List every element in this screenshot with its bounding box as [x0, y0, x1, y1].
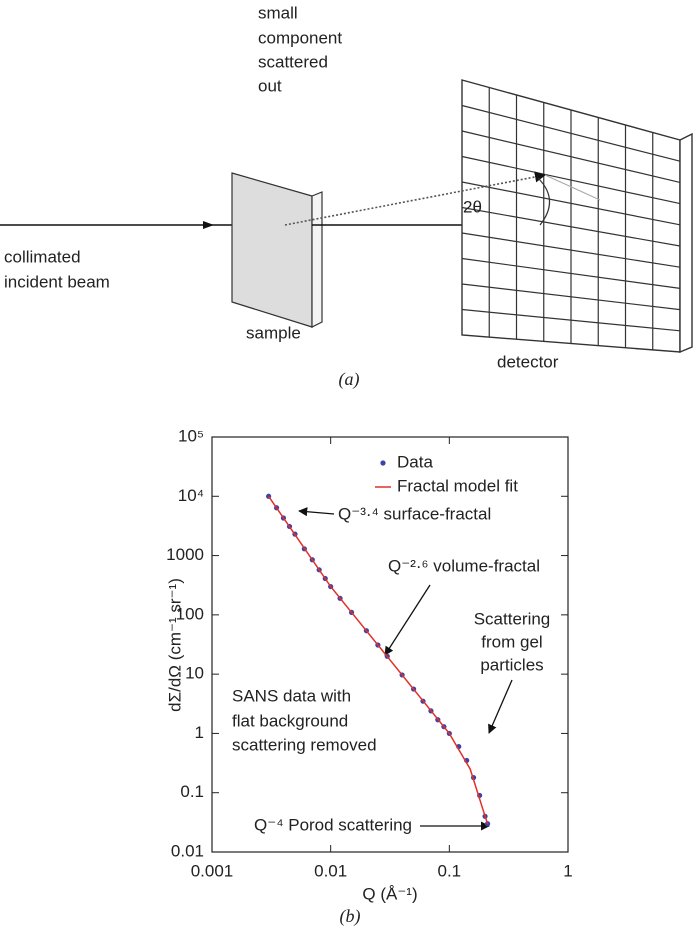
annotation: flat background — [232, 711, 348, 730]
grid-line — [461, 232, 681, 268]
y-tick-label: 1 — [195, 723, 204, 742]
sample-label: sample — [246, 323, 301, 342]
y-axis-label: dΣ/dΩ (cm⁻¹ sr⁻¹) — [165, 578, 184, 712]
legend-label: Data — [397, 452, 433, 471]
annotation-arrow — [384, 584, 431, 656]
legend-swatch — [380, 460, 386, 466]
y-tick-label: 10⁴ — [178, 486, 204, 505]
x-axis-label: Q (Å⁻¹) — [362, 884, 417, 903]
grid-line — [461, 130, 681, 183]
detector-grid — [461, 87, 681, 350]
y-tick-label: 1000 — [166, 545, 204, 564]
annotation: Scattering — [474, 609, 551, 628]
y-tick-label: 0.1 — [180, 782, 204, 801]
detector-label: detector — [497, 352, 559, 371]
y-tick-label: 10 — [185, 664, 204, 683]
caption: (a) — [339, 369, 360, 390]
grid-line — [461, 257, 681, 289]
angle-arc — [537, 177, 551, 226]
scattered-beam — [284, 171, 547, 226]
fit-line — [267, 495, 489, 824]
annotation: SANS data with — [232, 686, 351, 705]
sample-face — [231, 172, 313, 328]
y-tick-label: 0.01 — [171, 841, 204, 860]
annotation: particles — [480, 655, 543, 674]
caption: (b) — [340, 906, 361, 927]
annotation: Q⁻³·⁴ surface-fractal — [338, 504, 491, 523]
data-point — [484, 821, 491, 827]
x-tick-label: 0.01 — [314, 861, 347, 880]
annotation-arrow — [298, 507, 335, 517]
sample-side — [311, 191, 323, 328]
grid-line — [461, 206, 681, 247]
y-tick-label: 100 — [176, 604, 204, 623]
x-tick-label: 1 — [563, 861, 572, 880]
beam-label: collimated — [4, 247, 81, 266]
angle-label: 2θ — [463, 197, 482, 216]
scattered-label: component — [258, 28, 342, 47]
annotation: Q⁻²·⁶ volume-fractal — [388, 556, 540, 575]
scattered-label: small — [258, 3, 298, 22]
grid-line — [461, 104, 681, 162]
x-tick-label: 0.1 — [438, 861, 462, 880]
grid-line — [461, 181, 681, 226]
plot-frame — [211, 436, 569, 853]
scattered-label: scattered — [258, 52, 328, 71]
annotation-arrow — [488, 679, 513, 734]
diagram: 2θ small component scattered out collima… — [0, 3, 693, 390]
grid-line — [461, 155, 681, 205]
scattered-label: out — [258, 76, 282, 95]
annotation: from gel — [481, 632, 542, 651]
detector-side — [679, 132, 693, 354]
y-tick-label: 10⁵ — [178, 426, 204, 445]
beam-label: incident beam — [4, 272, 110, 291]
x-tick-label: 0.001 — [191, 861, 234, 880]
annotation: Q⁻⁴ Porod scattering — [254, 815, 412, 834]
legend-label: Fractal model fit — [397, 476, 518, 495]
grid-line — [461, 283, 681, 311]
annotation: scattering removed — [232, 735, 377, 754]
beam-arrow — [203, 221, 214, 229]
grid-line — [461, 308, 681, 332]
guide-line — [544, 174, 601, 201]
